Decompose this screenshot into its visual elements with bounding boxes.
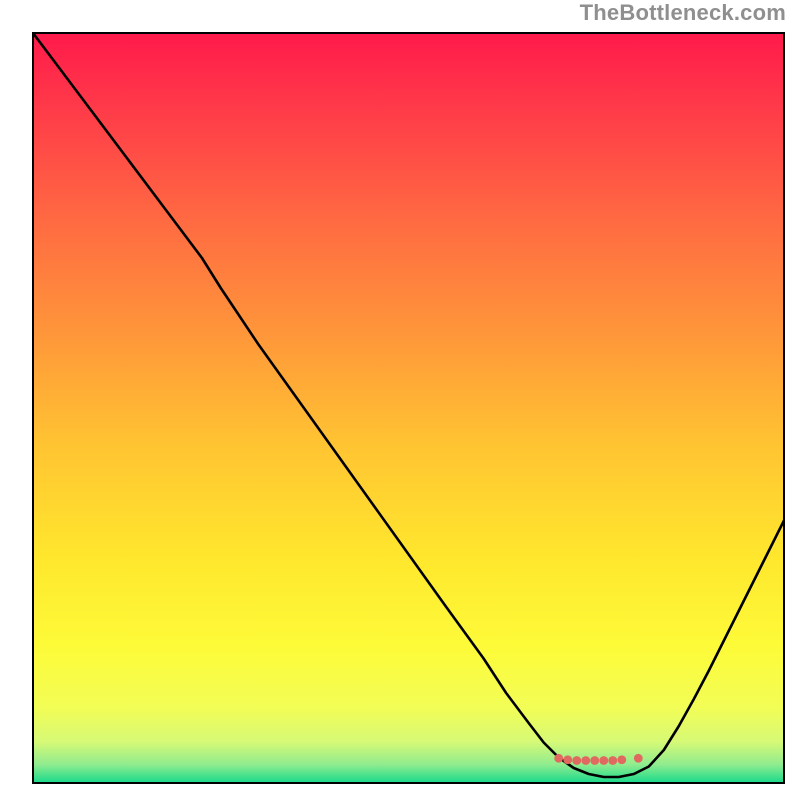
chart-container: TheBottleneck.com (0, 0, 800, 800)
watermark-text: TheBottleneck.com (580, 0, 786, 26)
optimal-marker (554, 754, 563, 763)
optimal-marker (590, 756, 599, 765)
optimal-marker (617, 755, 626, 764)
optimal-marker (572, 756, 581, 765)
optimal-marker (608, 756, 617, 765)
optimal-marker (599, 756, 608, 765)
optimal-marker (563, 755, 572, 764)
bottleneck-curve-chart (32, 32, 785, 784)
optimal-marker (634, 754, 643, 763)
gradient-background (33, 33, 784, 783)
plot-area (32, 32, 785, 784)
optimal-marker (581, 756, 590, 765)
